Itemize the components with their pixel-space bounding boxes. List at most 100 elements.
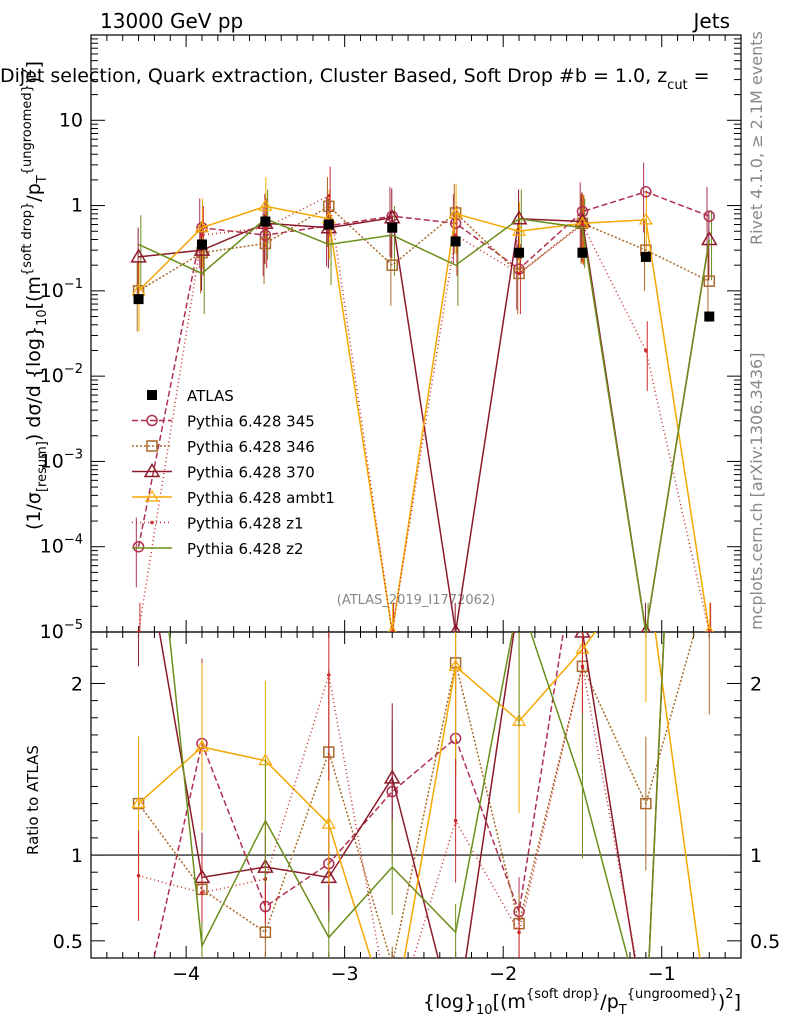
- y-tick-label-ratio-right: 2: [750, 673, 762, 695]
- atlas-data-point: [387, 222, 398, 233]
- series-point-main: [700, 231, 718, 246]
- series-point-main: [132, 540, 145, 553]
- y-tick-label-main: 1: [71, 195, 83, 217]
- series-point-main: [450, 623, 461, 632]
- process-label: Jets: [692, 9, 730, 33]
- series-point-ratio: [448, 659, 463, 671]
- series-point-main: [580, 222, 585, 227]
- series-point-main: [386, 259, 398, 271]
- series-line-ratio: [137, 632, 696, 958]
- series-point-main: [517, 271, 521, 276]
- atlas-data-point: [514, 247, 525, 258]
- atlas-data-point: [196, 239, 207, 250]
- legend-marker: [143, 463, 161, 478]
- series-point-ratio: [449, 1020, 463, 1024]
- selection-title: Dijet selection, Quark extraction, Clust…: [0, 65, 710, 93]
- series-point-main: [130, 248, 147, 263]
- x-tick-label: −2: [489, 963, 517, 985]
- y-tick-label-main: 10−4: [40, 533, 83, 558]
- series-line-ratio: [153, 632, 565, 958]
- legend-label: ATLAS: [187, 387, 234, 405]
- series-point-ratio: [327, 673, 331, 677]
- y-tick-label-ratio: 0.5: [53, 931, 83, 953]
- series-point-ratio: [321, 817, 336, 829]
- y-tick-label-ratio-right: 0.5: [750, 931, 780, 953]
- legend-label: Pythia 6.428 345: [187, 413, 315, 431]
- ratio-series-layer: [131, 0, 715, 1024]
- y-tick-label-main: 10−3: [40, 447, 83, 472]
- legend-marker-atlas: [147, 390, 157, 400]
- y-tick-label-main: 10−5: [40, 618, 83, 643]
- series-point-ratio: [639, 1020, 653, 1024]
- series-point-main: [323, 200, 335, 213]
- legend-marker: [150, 520, 154, 525]
- series-point-main: [453, 233, 458, 237]
- series-point-main: [259, 237, 272, 250]
- y-tick-label-ratio: 1: [71, 845, 83, 867]
- y-tick-label-ratio-right: 1: [750, 845, 762, 867]
- series-point-main: [194, 220, 210, 233]
- series-point-ratio: [136, 873, 141, 878]
- series-point-ratio: [704, 576, 714, 586]
- series-point-ratio: [132, 505, 146, 517]
- series-point-main: [703, 275, 716, 287]
- series-point-ratio: [640, 797, 652, 810]
- series-line-ratio: [158, 632, 665, 958]
- analysis-id: (ATLAS_2019_I1772062): [337, 593, 495, 608]
- series-line-main: [138, 205, 711, 632]
- series-point-main: [703, 210, 716, 222]
- series-point-ratio: [512, 591, 526, 603]
- legend: ATLAS Pythia 6.428 345 Pythia 6.428 346 Pyt…: [132, 387, 335, 558]
- atlas-data-point: [450, 236, 461, 247]
- atlas-data-point: [640, 251, 651, 262]
- legend-label: Pythia 6.428 z1: [187, 515, 304, 533]
- y-tick-label-main: 10: [59, 109, 83, 131]
- series-point-main: [327, 194, 331, 198]
- legend-label: Pythia 6.428 ambt1: [187, 489, 335, 507]
- series-point-main: [644, 348, 648, 353]
- series-point-main: [513, 267, 525, 280]
- legend-marker: [146, 414, 158, 427]
- atlas-data-point: [704, 311, 715, 322]
- series-point-ratio: [703, 1021, 715, 1024]
- selection-title-sub: cut: [667, 78, 687, 93]
- series-point-main: [200, 233, 204, 237]
- series-point-ratio: [580, 664, 585, 669]
- legend-label: Pythia 6.428 370: [187, 464, 315, 482]
- series-point-main: [638, 212, 653, 225]
- series-point-main: [387, 624, 397, 632]
- series-line-main: [138, 217, 711, 632]
- x-tick-label: −4: [172, 963, 200, 985]
- series-point-ratio: [386, 1021, 398, 1024]
- atlas-data-point: [260, 216, 271, 227]
- main-series-layer: [130, 162, 718, 632]
- atlas-data-point: [133, 294, 144, 305]
- series-point-ratio: [577, 507, 587, 517]
- series-point-main: [258, 199, 273, 211]
- series-line-ratio: [168, 632, 665, 958]
- series-point-ratio: [194, 739, 210, 752]
- legend-label: Pythia 6.428 z2: [187, 540, 304, 558]
- series-point-main: [510, 210, 528, 225]
- series-point-ratio: [387, 960, 397, 970]
- series-point-main: [574, 213, 591, 228]
- series-point-main: [263, 225, 268, 230]
- atlas-data-point: [323, 219, 334, 230]
- x-tick-label: −3: [331, 963, 359, 985]
- y-axis-label-main: (1/σ[resum]) dσ/d {log}10[(m{soft drop}/…: [20, 61, 50, 530]
- y-tick-label-main: 10−2: [40, 362, 83, 387]
- series-point-main: [390, 630, 395, 632]
- series-point-main: [640, 186, 652, 198]
- series-point-main: [136, 630, 141, 632]
- series-point-main: [707, 630, 712, 632]
- series-point-main: [448, 206, 463, 219]
- series-point-ratio: [453, 818, 458, 823]
- x-tick-label: −1: [648, 963, 676, 985]
- y-tick-label-main: 10−1: [40, 277, 83, 302]
- series-point-ratio: [641, 0, 651, 2]
- legend-marker: [146, 440, 158, 452]
- rivet-version: Rivet 4.1.0, ≥ 2.1M events: [747, 31, 766, 245]
- legend-label: Pythia 6.428 346: [187, 438, 315, 456]
- energy-label: 13000 GeV pp: [100, 9, 243, 33]
- series-point-ratio: [259, 926, 272, 939]
